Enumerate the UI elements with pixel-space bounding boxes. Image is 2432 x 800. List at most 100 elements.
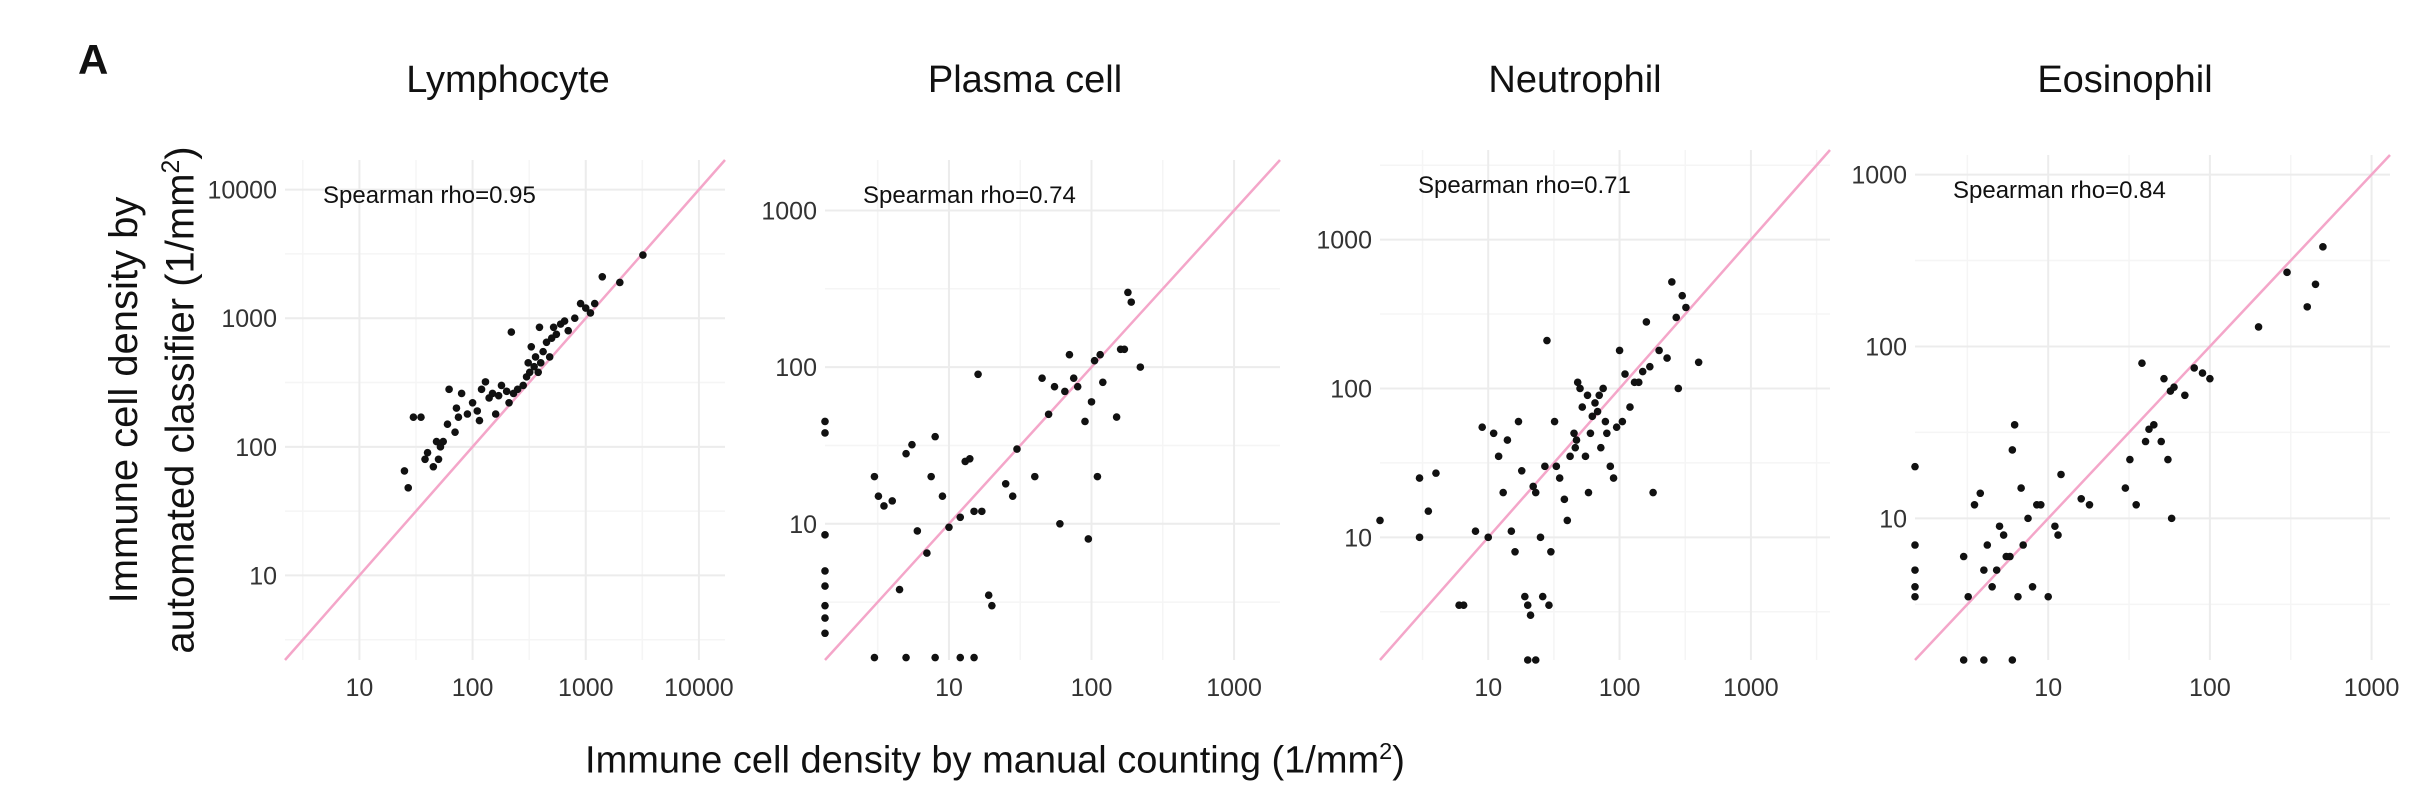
panel-4-data-point-33 — [2126, 455, 2134, 464]
panel-1-data-point-55 — [586, 309, 595, 317]
panel-2-identity-line — [824, 159, 1281, 661]
panel-3-data-point-47 — [1593, 407, 1602, 416]
panel-1-data-point-54 — [581, 304, 590, 312]
panel-1-data-point-1 — [404, 484, 413, 492]
panel-3-data-point-3 — [1424, 507, 1433, 515]
x-axis-label-superscript: 2 — [1379, 738, 1393, 764]
panel-3-data-point-57 — [1618, 417, 1627, 426]
panel-4-data-point-31 — [2085, 500, 2094, 509]
panel-1-data-point-25 — [491, 410, 500, 418]
panel-1-data-point-48 — [552, 330, 561, 339]
panel-3-data-point-39 — [1576, 384, 1584, 393]
panel-4-data-point-4 — [1911, 592, 1919, 601]
panel-3-data-point-20 — [1526, 611, 1535, 619]
panel-3-data-point-52 — [1603, 429, 1611, 438]
panel-2-data-point-0 — [821, 417, 829, 426]
panel-2-data-point-17 — [927, 472, 935, 481]
panel-3-data-point-13 — [1503, 436, 1512, 444]
panel-2-data-point-18 — [931, 432, 939, 441]
panel-4-data-point-47 — [2198, 369, 2207, 377]
panel-3-spearman-annotation: Spearman rho=0.71 — [1418, 172, 1631, 199]
panel-3-data-point-29 — [1550, 417, 1559, 426]
panel-3-data-point-37 — [1572, 436, 1581, 444]
panel-4-data-point-11 — [1988, 582, 1996, 591]
panel-1-data-point-13 — [451, 428, 459, 436]
panel-1-data-point-41 — [535, 323, 544, 332]
panel-2-data-point-21 — [956, 513, 965, 522]
panel-2-data-point-26 — [978, 507, 986, 516]
panel-4-data-point-1 — [1911, 541, 1919, 549]
panel-1-data-point-20 — [475, 416, 484, 425]
panel-3-y-tick-label-2: 1000 — [1316, 227, 1372, 255]
panel-4-data-point-46 — [2190, 364, 2199, 372]
panel-2-data-point-19 — [938, 492, 947, 500]
panel-4-spearman-annotation: Spearman rho=0.84 — [1953, 177, 2166, 204]
panel-1-identity-line — [284, 159, 726, 661]
panel-2-data-point-31 — [1013, 445, 1021, 453]
panel-3-x-tick-label-0: 10 — [1474, 674, 1502, 702]
panel-1-data-point-19 — [473, 407, 482, 415]
panel-3-data-point-4 — [1432, 469, 1440, 477]
panel-4-data-point-27 — [2051, 522, 2059, 531]
panel-2-data-point-47 — [1099, 378, 1107, 387]
panel-1-data-point-16 — [457, 389, 466, 398]
panel-2-data-point-34 — [1044, 410, 1053, 419]
panel-2-data-point-8 — [870, 472, 879, 481]
panel-4-data-point-30 — [2077, 494, 2086, 503]
panel-1-data-point-38 — [530, 362, 538, 371]
panel-2-data-point-13 — [902, 449, 910, 458]
panel-4-data-point-38 — [2150, 421, 2158, 429]
panel-2-data-point-4 — [821, 582, 829, 590]
panel-3-data-point-28 — [1547, 547, 1555, 556]
panel-4-data-point-5 — [1959, 552, 1968, 561]
panel-3-data-point-10 — [1489, 429, 1498, 438]
panel-4-data-point-19 — [2014, 592, 2022, 601]
panel-1-data-point-43 — [539, 347, 547, 356]
panel-2-y-tick-label-0: 10 — [789, 511, 817, 539]
panel-4-data-point-34 — [2132, 500, 2140, 509]
panel-2-data-point-36 — [1056, 519, 1064, 528]
panel-4-data-point-6 — [1964, 592, 1973, 601]
panel-3-data-point-18 — [1521, 592, 1529, 601]
panel-4-data-point-18 — [2010, 421, 2019, 429]
panel-4-identity-line — [1914, 154, 2391, 661]
x-axis-label-end: ) — [1392, 739, 1405, 782]
panel-4-y-tick-label-1: 100 — [1865, 333, 1907, 361]
panel-1-data-point-3 — [417, 413, 425, 421]
panel-2-data-point-33 — [1038, 374, 1046, 382]
panel-3-title: Neutrophil — [1488, 59, 1661, 101]
panel-2-data-point-37 — [1061, 387, 1069, 396]
panel-2-title: Plasma cell — [928, 59, 1122, 101]
panel-3-data-point-1 — [1415, 474, 1424, 482]
panel-4-data-point-16 — [2006, 552, 2014, 561]
panel-2-data-point-58 — [970, 653, 978, 662]
panel-3-data-point-33 — [1563, 516, 1572, 525]
panel-2-data-point-28 — [988, 601, 996, 610]
panel-3-data-point-6 — [1459, 601, 1468, 610]
panel-3-data-point-38 — [1573, 378, 1582, 387]
panel-1-data-point-37 — [527, 342, 536, 351]
panel-2-data-point-50 — [1120, 345, 1129, 354]
panel-3-data-point-54 — [1609, 474, 1618, 482]
panel-1-data-point-44 — [542, 338, 551, 347]
panel-1-data-point-51 — [564, 326, 573, 335]
panel-2-data-point-10 — [880, 502, 888, 510]
panel-1-x-tick-label-0: 10 — [346, 674, 374, 702]
panel-1-x-tick-label-3: 10000 — [664, 674, 734, 702]
panel-1-data-point-14 — [452, 404, 461, 412]
panel-2-data-point-39 — [1069, 374, 1078, 382]
panel-1-data-point-24 — [488, 389, 497, 398]
panel-1-y-tick-label-3: 10000 — [207, 177, 277, 205]
panel-1-spearman-annotation: Spearman rho=0.95 — [323, 182, 536, 209]
panel-3-data-point-16 — [1514, 417, 1523, 426]
panel-2-data-point-24 — [970, 507, 978, 516]
panel-2-data-point-35 — [1050, 382, 1059, 391]
panel-3-data-point-24 — [1538, 592, 1547, 601]
panel-1-data-point-47 — [549, 323, 558, 332]
panel-1-data-point-5 — [423, 448, 432, 457]
panel-2-y-tick-label-1: 100 — [775, 354, 817, 382]
panel-3-data-point-75 — [1531, 656, 1540, 664]
panel-3-data-point-26 — [1543, 336, 1551, 345]
panel-2-x-tick-label-1: 100 — [1071, 674, 1113, 702]
panel-3-data-point-41 — [1581, 452, 1590, 461]
